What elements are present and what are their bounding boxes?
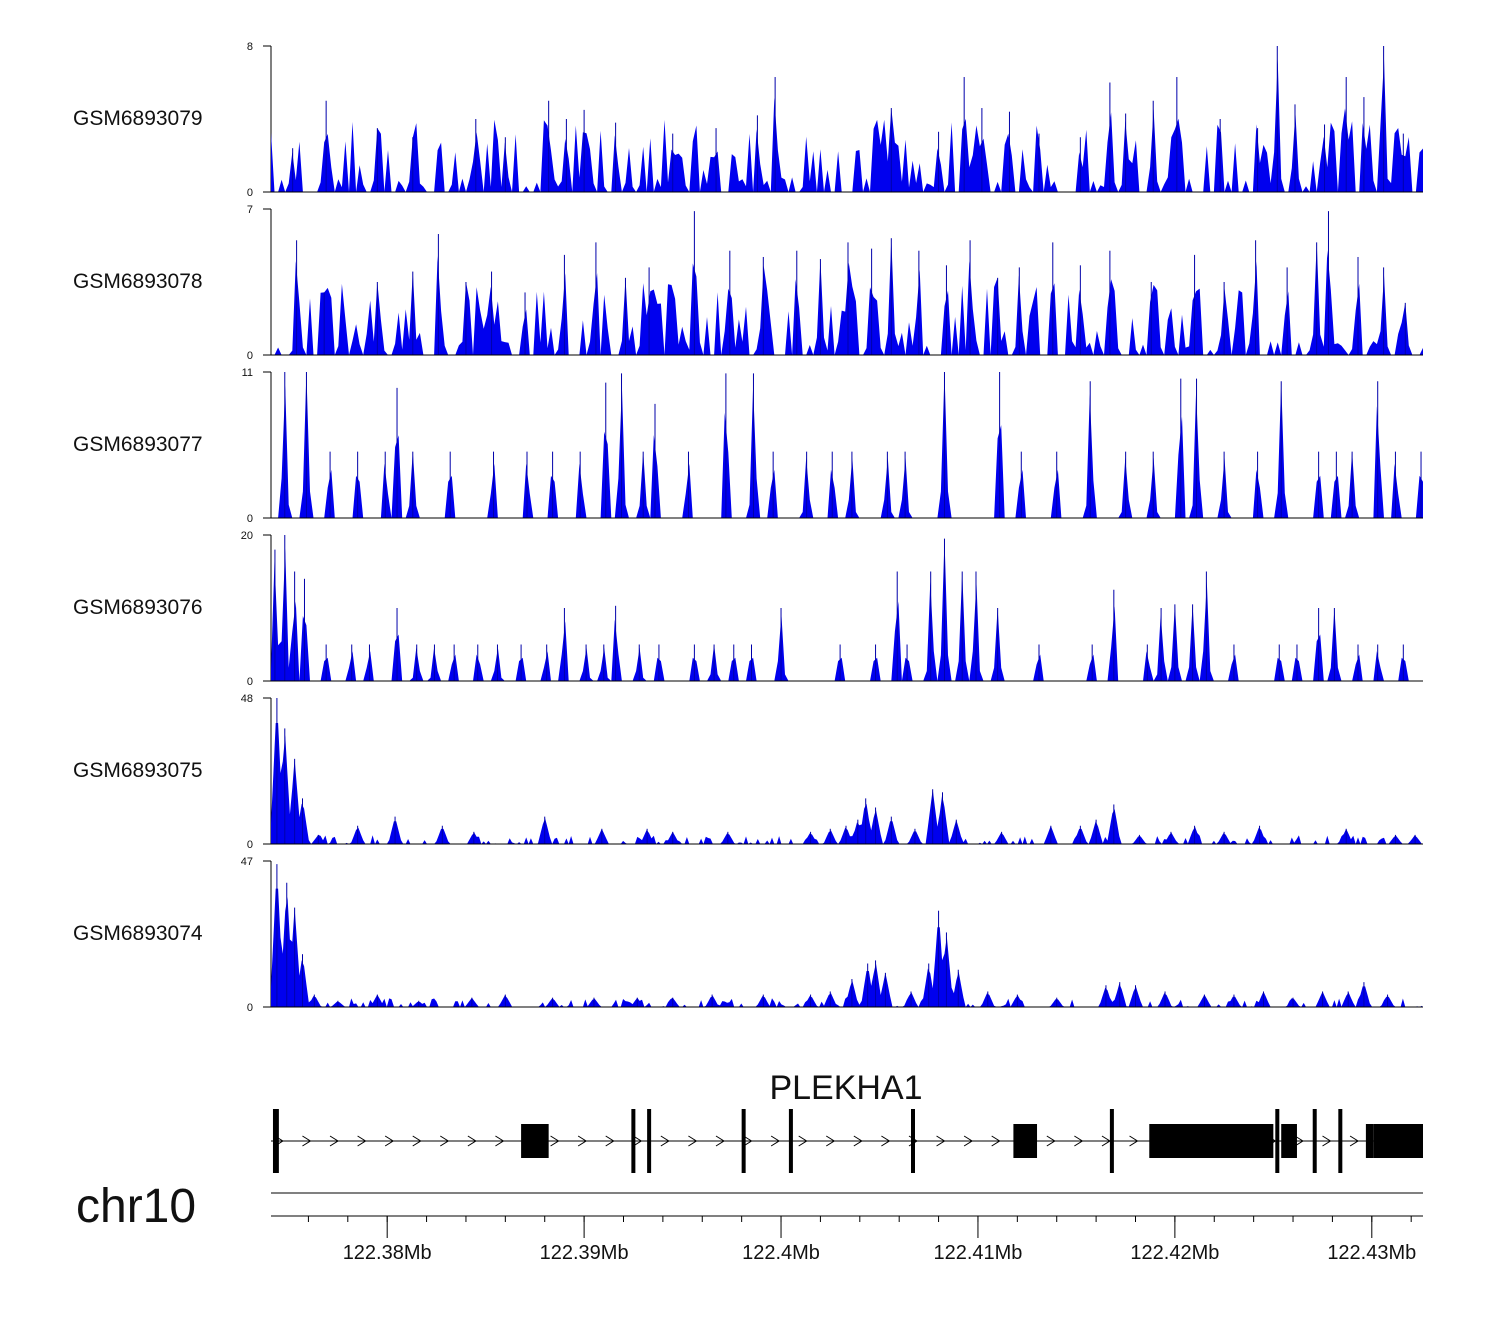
track-GSM6893079: GSM6893079 8 0 <box>73 41 1423 199</box>
strand-arrow <box>1046 1135 1056 1147</box>
exon <box>911 1109 915 1173</box>
exon <box>1373 1124 1423 1158</box>
strand-arrow <box>991 1135 1001 1147</box>
gene-model-track: PLEKHA1 <box>271 1069 1423 1173</box>
exon <box>647 1109 652 1173</box>
gene-name-label: PLEKHA1 <box>769 1069 922 1107</box>
track-label-GSM6893078: GSM6893078 <box>73 270 203 293</box>
strand-arrow <box>963 1135 974 1147</box>
y-tick-label-min: 0 <box>247 839 253 851</box>
strand-arrow <box>357 1135 367 1147</box>
track-GSM6893075: GSM6893075 48 0 <box>73 693 1423 851</box>
track-label-GSM6893079: GSM6893079 <box>73 107 203 130</box>
track-GSM6893077: GSM6893077 11 0 <box>73 367 1423 525</box>
exon <box>1281 1124 1297 1158</box>
x-tick-label: 122.41Mb <box>933 1242 1022 1264</box>
strand-arrow <box>1294 1135 1304 1147</box>
strand-arrow <box>1129 1135 1139 1147</box>
strand-arrow <box>412 1135 422 1147</box>
strand-arrow <box>577 1135 588 1147</box>
strand-arrow <box>881 1135 891 1147</box>
coverage-area-GSM6893077 <box>271 372 1423 518</box>
exon <box>1013 1124 1038 1158</box>
coverage-tracks: GSM689307980GSM689307870GSM6893077110GSM… <box>73 41 1423 1014</box>
genomic-axis: chr10 122.38Mb 122.39Mb 122.4Mb 122.41Mb 122… <box>76 1180 1423 1264</box>
strand-arrow <box>1074 1135 1084 1147</box>
x-tick-label: 122.42Mb <box>1130 1242 1219 1264</box>
track-GSM6893074: GSM6893074 47 0 <box>73 856 1423 1014</box>
x-tick-label: 122.43Mb <box>1327 1242 1416 1264</box>
strand-arrow <box>1322 1135 1332 1147</box>
x-tick-label: 122.39Mb <box>540 1242 629 1264</box>
exon <box>788 1109 793 1173</box>
y-tick-label-max: 48 <box>241 693 253 705</box>
track-label-GSM6893075: GSM6893075 <box>73 759 203 782</box>
exon <box>272 1109 279 1173</box>
strand-arrow <box>798 1135 808 1147</box>
strand-arrow <box>715 1135 725 1147</box>
y-tick-label-min: 0 <box>247 513 253 525</box>
y-tick-label-min: 0 <box>247 350 253 362</box>
chromosome-label: chr10 <box>76 1180 196 1233</box>
strand-arrow <box>329 1135 339 1147</box>
strand-arrow <box>384 1135 395 1147</box>
track-label-GSM6893076: GSM6893076 <box>73 596 203 619</box>
strand-arrow <box>853 1135 863 1147</box>
y-tick-label-max: 47 <box>241 856 253 868</box>
exon <box>1338 1109 1343 1173</box>
coverage-area-GSM6893078 <box>271 238 1423 355</box>
x-tick-label: 122.4Mb <box>742 1242 820 1264</box>
y-tick-label-min: 0 <box>247 187 253 199</box>
exon <box>741 1109 746 1173</box>
strand-arrow <box>440 1135 450 1147</box>
strand-arrow <box>495 1135 505 1147</box>
exon <box>521 1124 549 1158</box>
strand-arrow <box>550 1135 560 1147</box>
strand-arrow <box>770 1135 781 1147</box>
track-GSM6893076: GSM6893076 20 0 <box>73 530 1423 688</box>
strand-arrow <box>936 1135 946 1147</box>
exon <box>1149 1124 1274 1158</box>
coverage-area-GSM6893076 <box>271 538 1423 681</box>
coverage-area-GSM6893075 <box>271 723 1423 844</box>
y-tick-label-max: 20 <box>241 530 253 542</box>
y-tick-label-min: 0 <box>247 1002 253 1014</box>
exon <box>631 1109 636 1173</box>
track-label-GSM6893074: GSM6893074 <box>73 922 203 945</box>
y-tick-label-max: 8 <box>247 41 253 53</box>
strand-arrow <box>605 1135 615 1147</box>
coverage-area-GSM6893079 <box>271 59 1423 192</box>
gene-structure <box>271 1109 1423 1173</box>
y-tick-label-max: 11 <box>242 367 253 379</box>
coverage-area-GSM6893074 <box>271 888 1423 1007</box>
exon <box>1109 1109 1114 1173</box>
track-GSM6893078: GSM6893078 7 0 <box>73 204 1423 362</box>
strand-arrow <box>743 1135 753 1147</box>
strand-arrow <box>1349 1135 1360 1147</box>
track-label-GSM6893077: GSM6893077 <box>73 433 203 456</box>
exon <box>1275 1109 1280 1173</box>
strand-arrow <box>688 1135 698 1147</box>
exon <box>1312 1109 1317 1173</box>
strand-arrow <box>660 1135 670 1147</box>
y-tick-label-max: 7 <box>247 204 253 216</box>
exon <box>1365 1124 1374 1158</box>
x-tick-label: 122.38Mb <box>343 1242 432 1264</box>
strand-arrow <box>467 1135 477 1147</box>
y-tick-label-min: 0 <box>247 676 253 688</box>
strand-arrow <box>302 1135 312 1147</box>
strand-arrow <box>633 1135 643 1147</box>
strand-arrow <box>825 1135 836 1147</box>
